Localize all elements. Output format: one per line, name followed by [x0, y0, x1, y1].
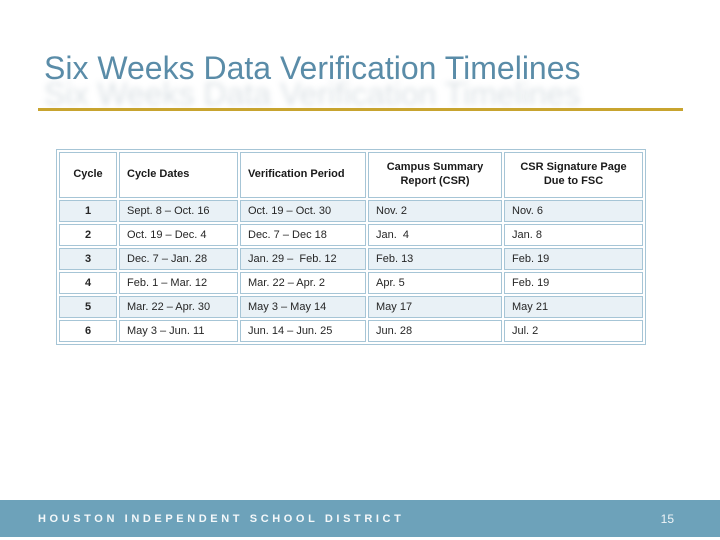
footer-bar: HOUSTON INDEPENDENT SCHOOL DISTRICT 15 [0, 500, 720, 537]
cell-verification-period: Mar. 22 – Apr. 2 [240, 272, 366, 294]
cell-csr-due: Feb. 19 [504, 248, 643, 270]
table-row: 4 Feb. 1 – Mar. 12 Mar. 22 – Apr. 2 Apr.… [59, 272, 643, 294]
cell-verification-period: Jan. 29 – Feb. 12 [240, 248, 366, 270]
cell-cycle-dates: Oct. 19 – Dec. 4 [119, 224, 238, 246]
cell-csr: Jun. 28 [368, 320, 502, 342]
cell-csr: Nov. 2 [368, 200, 502, 222]
cell-csr-due: May 21 [504, 296, 643, 318]
cell-csr: Feb. 13 [368, 248, 502, 270]
cell-cycle: 1 [59, 200, 117, 222]
column-header-campus-summary-report: Campus Summary Report (CSR) [368, 152, 502, 198]
table-row: 3 Dec. 7 – Jan. 28 Jan. 29 – Feb. 12 Feb… [59, 248, 643, 270]
footer-org-name: HOUSTON INDEPENDENT SCHOOL DISTRICT [38, 512, 405, 525]
cell-cycle-dates: Sept. 8 – Oct. 16 [119, 200, 238, 222]
cell-cycle: 4 [59, 272, 117, 294]
cell-cycle-dates: Mar. 22 – Apr. 30 [119, 296, 238, 318]
page-number: 15 [660, 511, 674, 526]
cell-cycle: 3 [59, 248, 117, 270]
table-row: 1 Sept. 8 – Oct. 16 Oct. 19 – Oct. 30 No… [59, 200, 643, 222]
cell-cycle: 2 [59, 224, 117, 246]
cell-csr-due: Jul. 2 [504, 320, 643, 342]
cell-csr-due: Feb. 19 [504, 272, 643, 294]
cell-cycle-dates: May 3 – Jun. 11 [119, 320, 238, 342]
cell-csr: May 17 [368, 296, 502, 318]
cell-verification-period: Jun. 14 – Jun. 25 [240, 320, 366, 342]
cell-csr-due: Nov. 6 [504, 200, 643, 222]
verification-timeline-table: Cycle Cycle Dates Verification Period Ca… [56, 149, 646, 345]
cell-csr-due: Jan. 8 [504, 224, 643, 246]
cell-cycle: 6 [59, 320, 117, 342]
table-header-row: Cycle Cycle Dates Verification Period Ca… [59, 152, 643, 198]
table-row: 2 Oct. 19 – Dec. 4 Dec. 7 – Dec 18 Jan. … [59, 224, 643, 246]
page-title: Six Weeks Data Verification Timelines [44, 50, 581, 86]
table-row: 6 May 3 – Jun. 11 Jun. 14 – Jun. 25 Jun.… [59, 320, 643, 342]
column-header-cycle-dates: Cycle Dates [119, 152, 238, 198]
cell-csr: Apr. 5 [368, 272, 502, 294]
cell-verification-period: May 3 – May 14 [240, 296, 366, 318]
cell-cycle: 5 [59, 296, 117, 318]
cell-verification-period: Dec. 7 – Dec 18 [240, 224, 366, 246]
column-header-cycle: Cycle [59, 152, 117, 198]
column-header-csr-signature-page: CSR Signature Page Due to FSC [504, 152, 643, 198]
column-header-verification-period: Verification Period [240, 152, 366, 198]
cell-csr: Jan. 4 [368, 224, 502, 246]
cell-verification-period: Oct. 19 – Oct. 30 [240, 200, 366, 222]
table-row: 5 Mar. 22 – Apr. 30 May 3 – May 14 May 1… [59, 296, 643, 318]
accent-rule-divider [38, 108, 683, 111]
cell-cycle-dates: Dec. 7 – Jan. 28 [119, 248, 238, 270]
cell-cycle-dates: Feb. 1 – Mar. 12 [119, 272, 238, 294]
